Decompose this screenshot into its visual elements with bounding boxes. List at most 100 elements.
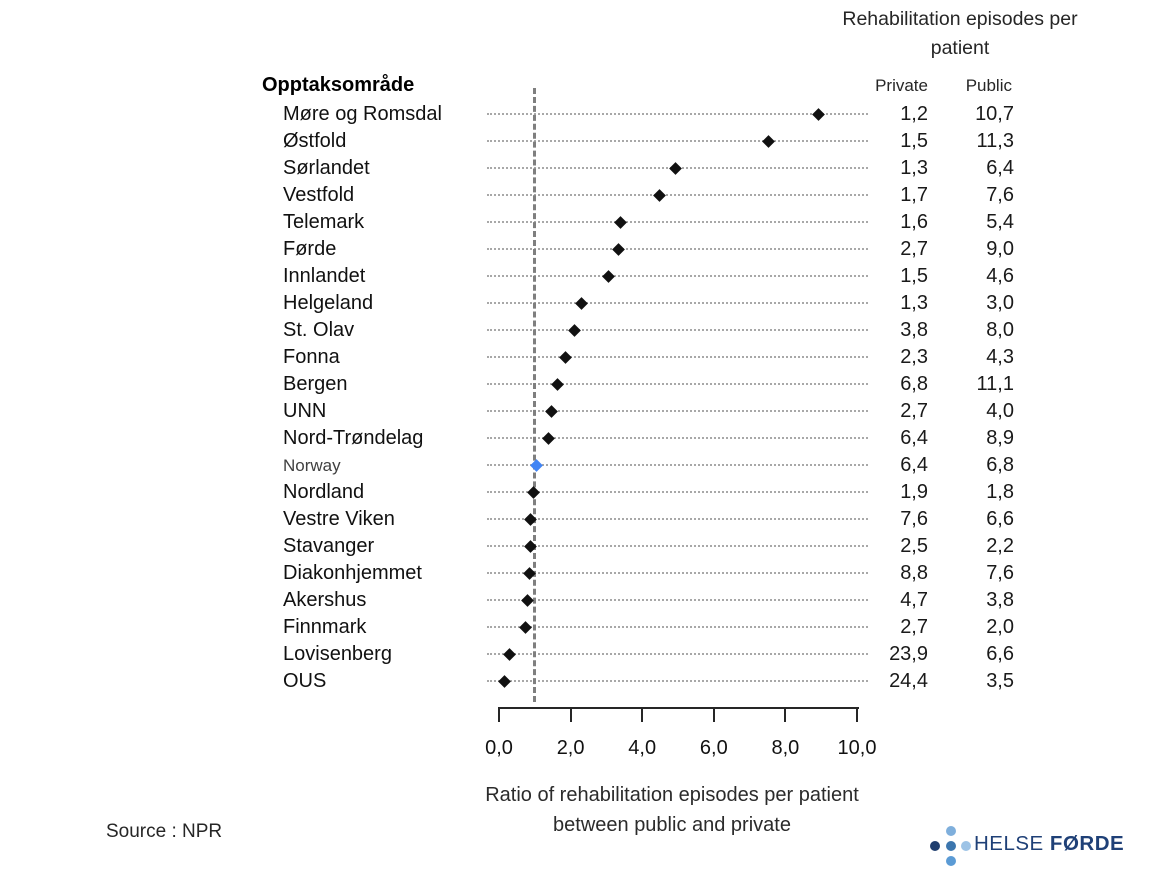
- logo-dot: [946, 856, 956, 866]
- value-private: 2,5: [900, 535, 928, 557]
- column-header-public: Public: [965, 76, 1012, 95]
- row-label: Bergen: [283, 373, 348, 395]
- y-axis-group-title: Opptaksområde: [262, 74, 415, 96]
- chart-row: Telemark 1,6 5,4: [0, 209, 1159, 236]
- value-public: 9,0: [986, 238, 1014, 260]
- value-private: 1,6: [900, 211, 928, 233]
- row-leader-line: [487, 302, 868, 304]
- row-label: Nordland: [283, 481, 365, 503]
- x-axis-tick: [569, 707, 572, 722]
- row-leader-line: [487, 248, 868, 250]
- helse-forde-logo-text: HELSE FØRDE: [974, 832, 1124, 856]
- value-private: 7,6: [900, 508, 928, 530]
- chart-row: Bergen 6,8 11,1: [0, 371, 1159, 398]
- row-label: Lovisenberg: [283, 643, 392, 665]
- row-label: Møre og Romsdal: [283, 103, 442, 125]
- row-leader-line: [487, 356, 868, 358]
- value-private: 1,7: [900, 184, 928, 206]
- value-public: 2,2: [986, 535, 1014, 557]
- value-public: 3,5: [986, 670, 1014, 692]
- row-label: Innlandet: [283, 265, 366, 287]
- x-axis-tick: [712, 707, 715, 722]
- row-leader-line: [487, 113, 868, 115]
- value-private: 4,7: [900, 589, 928, 611]
- chart-row: OUS 24,4 3,5: [0, 668, 1159, 695]
- value-private: 6,4: [900, 427, 928, 449]
- value-public: 8,9: [986, 427, 1014, 449]
- row-leader-line: [487, 572, 868, 574]
- row-leader-line: [487, 680, 868, 682]
- value-private: 2,7: [900, 238, 928, 260]
- chart-row: Lovisenberg 23,9 6,6: [0, 641, 1159, 668]
- row-label: Østfold: [283, 130, 347, 152]
- x-axis-tick: [856, 707, 858, 722]
- value-public: 11,1: [976, 373, 1014, 395]
- chart-row: Helgeland 1,3 3,0: [0, 290, 1159, 317]
- row-label: St. Olav: [283, 319, 355, 341]
- value-public: 6,8: [986, 454, 1014, 476]
- logo-dot: [930, 841, 940, 851]
- x-axis-tick-label: 6,0: [699, 737, 728, 759]
- logo-text-regular: HELSE: [974, 832, 1050, 855]
- row-label: Førde: [283, 238, 337, 260]
- row-label: Vestfold: [283, 184, 355, 206]
- value-private: 1,3: [900, 157, 928, 179]
- row-leader-line: [487, 545, 868, 547]
- x-axis-tick-label: 2,0: [556, 737, 585, 759]
- value-private: 3,8: [900, 319, 928, 341]
- logo-dot: [946, 826, 956, 836]
- row-label: Stavanger: [283, 535, 375, 557]
- chart-row: Førde 2,7 9,0: [0, 236, 1159, 263]
- value-public: 7,6: [986, 184, 1014, 206]
- row-leader-line: [487, 437, 868, 439]
- chart-row: Akershus 4,7 3,8: [0, 587, 1159, 614]
- value-public: 4,0: [986, 400, 1014, 422]
- row-leader-line: [487, 140, 868, 142]
- value-public: 3,0: [986, 292, 1014, 314]
- x-axis-tick-label: 8,0: [771, 737, 800, 759]
- x-axis-tick-label: 10,0: [837, 737, 877, 759]
- value-public: 6,6: [986, 643, 1014, 665]
- row-leader-line: [487, 383, 868, 385]
- row-label: Vestre Viken: [283, 508, 395, 530]
- value-public: 11,3: [976, 130, 1014, 152]
- source-note: Source : NPR: [106, 821, 223, 842]
- value-public: 6,4: [986, 157, 1014, 179]
- chart-row: Innlandet 1,5 4,6: [0, 263, 1159, 290]
- logo-text-bold: FØRDE: [1049, 832, 1125, 855]
- row-label: Akershus: [283, 589, 367, 611]
- row-label: Fonna: [283, 346, 340, 368]
- row-label: Norway: [283, 456, 341, 475]
- row-label: Sørlandet: [283, 157, 370, 179]
- row-leader-line: [487, 221, 868, 223]
- x-axis-title: Ratio of rehabilitation episodes per pat…: [485, 784, 859, 836]
- value-private: 1,5: [900, 130, 928, 152]
- chart-row: Stavanger 2,5 2,2: [0, 533, 1159, 560]
- value-private: 23,9: [889, 643, 928, 665]
- row-label: UNN: [283, 400, 327, 422]
- chart-row: Vestfold 1,7 7,6: [0, 182, 1159, 209]
- value-public: 5,4: [986, 211, 1014, 233]
- chart-row: Nordland 1,9 1,8: [0, 479, 1159, 506]
- x-axis-tick: [498, 707, 500, 722]
- row-label: Nord-Trøndelag: [283, 427, 424, 449]
- x-axis-tick: [641, 707, 644, 722]
- value-private: 2,7: [900, 400, 928, 422]
- chart-row: Fonna 2,3 4,3: [0, 344, 1159, 371]
- chart-row: Diakonhjemmet 8,8 7,6: [0, 560, 1159, 587]
- x-axis-tick-label: 4,0: [628, 737, 657, 759]
- row-label: OUS: [283, 670, 327, 692]
- value-private: 1,3: [900, 292, 928, 314]
- row-leader-line: [487, 464, 868, 466]
- row-leader-line: [487, 410, 868, 412]
- value-public: 3,8: [986, 589, 1014, 611]
- chart-row: Norway 6,4 6,8: [0, 452, 1159, 479]
- value-private: 1,9: [900, 481, 928, 503]
- chart-row: Finnmark 2,7 2,0: [0, 614, 1159, 641]
- chart-row: Nord-Trøndelag 6,4 8,9: [0, 425, 1159, 452]
- row-label: Finnmark: [283, 616, 367, 638]
- value-public: 8,0: [986, 319, 1014, 341]
- value-private: 1,5: [900, 265, 928, 287]
- value-public: 6,6: [986, 508, 1014, 530]
- row-label: Helgeland: [283, 292, 374, 314]
